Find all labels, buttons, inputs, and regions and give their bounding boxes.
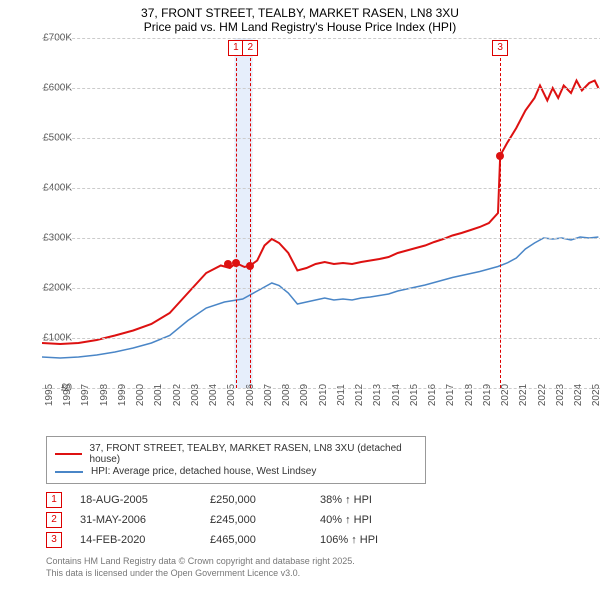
- footer-line2: This data is licensed under the Open Gov…: [46, 568, 590, 580]
- legend: 37, FRONT STREET, TEALBY, MARKET RASEN, …: [46, 436, 426, 484]
- chart-title-line1: 37, FRONT STREET, TEALBY, MARKET RASEN, …: [10, 6, 590, 20]
- annotation-marker: 2: [242, 40, 258, 56]
- event-delta: 40% ↑ HPI: [320, 514, 372, 526]
- event-price: £465,000: [210, 534, 320, 546]
- event-date: 18-AUG-2005: [80, 494, 210, 506]
- chart-container: 37, FRONT STREET, TEALBY, MARKET RASEN, …: [0, 0, 600, 590]
- gridline: [42, 388, 600, 389]
- annotation-marker: 3: [492, 40, 508, 56]
- chart-area: 123 199519961997199819992000200120022003…: [42, 38, 600, 408]
- legend-label: HPI: Average price, detached house, West…: [91, 466, 316, 477]
- gridline: [42, 238, 600, 239]
- legend-item: 37, FRONT STREET, TEALBY, MARKET RASEN, …: [55, 443, 417, 465]
- legend-swatch: [55, 471, 83, 473]
- event-row: 1 18-AUG-2005£250,00038% ↑ HPI: [46, 492, 590, 508]
- data-point-marker: [496, 152, 504, 160]
- event-price: £250,000: [210, 494, 320, 506]
- events-table: 1 18-AUG-2005£250,00038% ↑ HPI 2 31-MAY-200…: [46, 492, 590, 548]
- gridline: [42, 338, 600, 339]
- gridline: [42, 88, 600, 89]
- event-number: 3: [46, 532, 62, 548]
- chart-title-line2: Price paid vs. HM Land Registry's House …: [10, 20, 590, 34]
- plot-region: 123: [42, 38, 600, 388]
- gridline: [42, 38, 600, 39]
- series-line: [42, 81, 598, 345]
- footer-line1: Contains HM Land Registry data © Crown c…: [46, 556, 590, 568]
- legend-swatch: [55, 453, 82, 455]
- event-date: 14-FEB-2020: [80, 534, 210, 546]
- event-number: 1: [46, 492, 62, 508]
- event-delta: 38% ↑ HPI: [320, 494, 372, 506]
- data-point-marker: [232, 259, 240, 267]
- gridline: [42, 288, 600, 289]
- data-point-marker: [224, 260, 232, 268]
- gridline: [42, 188, 600, 189]
- legend-label: 37, FRONT STREET, TEALBY, MARKET RASEN, …: [90, 443, 417, 465]
- gridline: [42, 138, 600, 139]
- event-row: 2 31-MAY-2006£245,00040% ↑ HPI: [46, 512, 590, 528]
- series-line: [42, 237, 598, 358]
- event-price: £245,000: [210, 514, 320, 526]
- legend-item: HPI: Average price, detached house, West…: [55, 466, 417, 477]
- event-number: 2: [46, 512, 62, 528]
- footer: Contains HM Land Registry data © Crown c…: [46, 556, 590, 579]
- event-date: 31-MAY-2006: [80, 514, 210, 526]
- event-delta: 106% ↑ HPI: [320, 534, 378, 546]
- data-point-marker: [246, 262, 254, 270]
- event-row: 3 14-FEB-2020£465,000106% ↑ HPI: [46, 532, 590, 548]
